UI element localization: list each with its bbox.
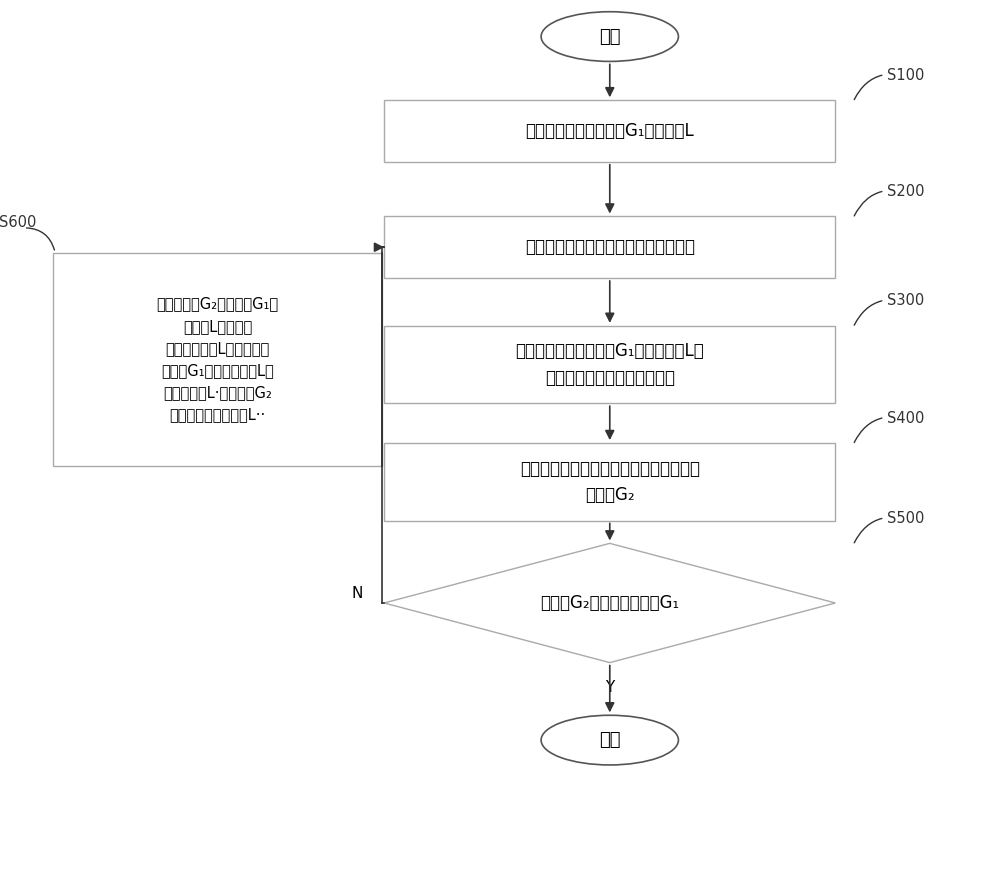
Bar xyxy=(384,443,835,521)
Bar xyxy=(384,325,835,403)
Text: Y: Y xyxy=(605,681,614,696)
Text: S300: S300 xyxy=(854,293,925,325)
Text: 获取所投物料的预设值G₁、落差值L: 获取所投物料的预设值G₁、落差值L xyxy=(525,122,694,140)
Bar xyxy=(384,100,835,162)
Ellipse shape xyxy=(541,715,678,765)
Text: 当所投物料等于预设值G₁减去落差值L时
，发出指令控制精称阀门关闭: 当所投物料等于预设值G₁减去落差值L时 ，发出指令控制精称阀门关闭 xyxy=(515,342,704,386)
Text: 当精称阀门完全关闭时，称量所投物料的
实际值G₂: 当精称阀门完全关闭时，称量所投物料的 实际值G₂ xyxy=(520,460,700,504)
Text: 根据实际值G₂、预设值G₁和
落差值L确定实际
的当前落差值L，，并根据
预设值G₁、在前落差值L、
当前落差值L·和实际值G₂
，更新在后的落差值L··: 根据实际值G₂、预设值G₁和 落差值L确定实际 的当前落差值L，，并根据 预设值… xyxy=(156,296,278,423)
Text: S500: S500 xyxy=(854,511,925,543)
Text: 开始: 开始 xyxy=(599,27,621,46)
Text: S200: S200 xyxy=(854,184,925,216)
Text: S400: S400 xyxy=(854,411,925,443)
Text: N: N xyxy=(351,585,363,600)
Text: 发出指令控制精称阀门启动，开始投料: 发出指令控制精称阀门启动，开始投料 xyxy=(525,238,695,256)
Text: 实际值G₂是否等于预设值G₁: 实际值G₂是否等于预设值G₁ xyxy=(540,594,679,612)
Bar xyxy=(384,217,835,278)
Text: S100: S100 xyxy=(854,68,925,100)
Polygon shape xyxy=(384,544,835,663)
Bar xyxy=(53,253,382,467)
Text: S600: S600 xyxy=(0,216,37,231)
Text: 结束: 结束 xyxy=(599,731,621,749)
Ellipse shape xyxy=(541,11,678,61)
